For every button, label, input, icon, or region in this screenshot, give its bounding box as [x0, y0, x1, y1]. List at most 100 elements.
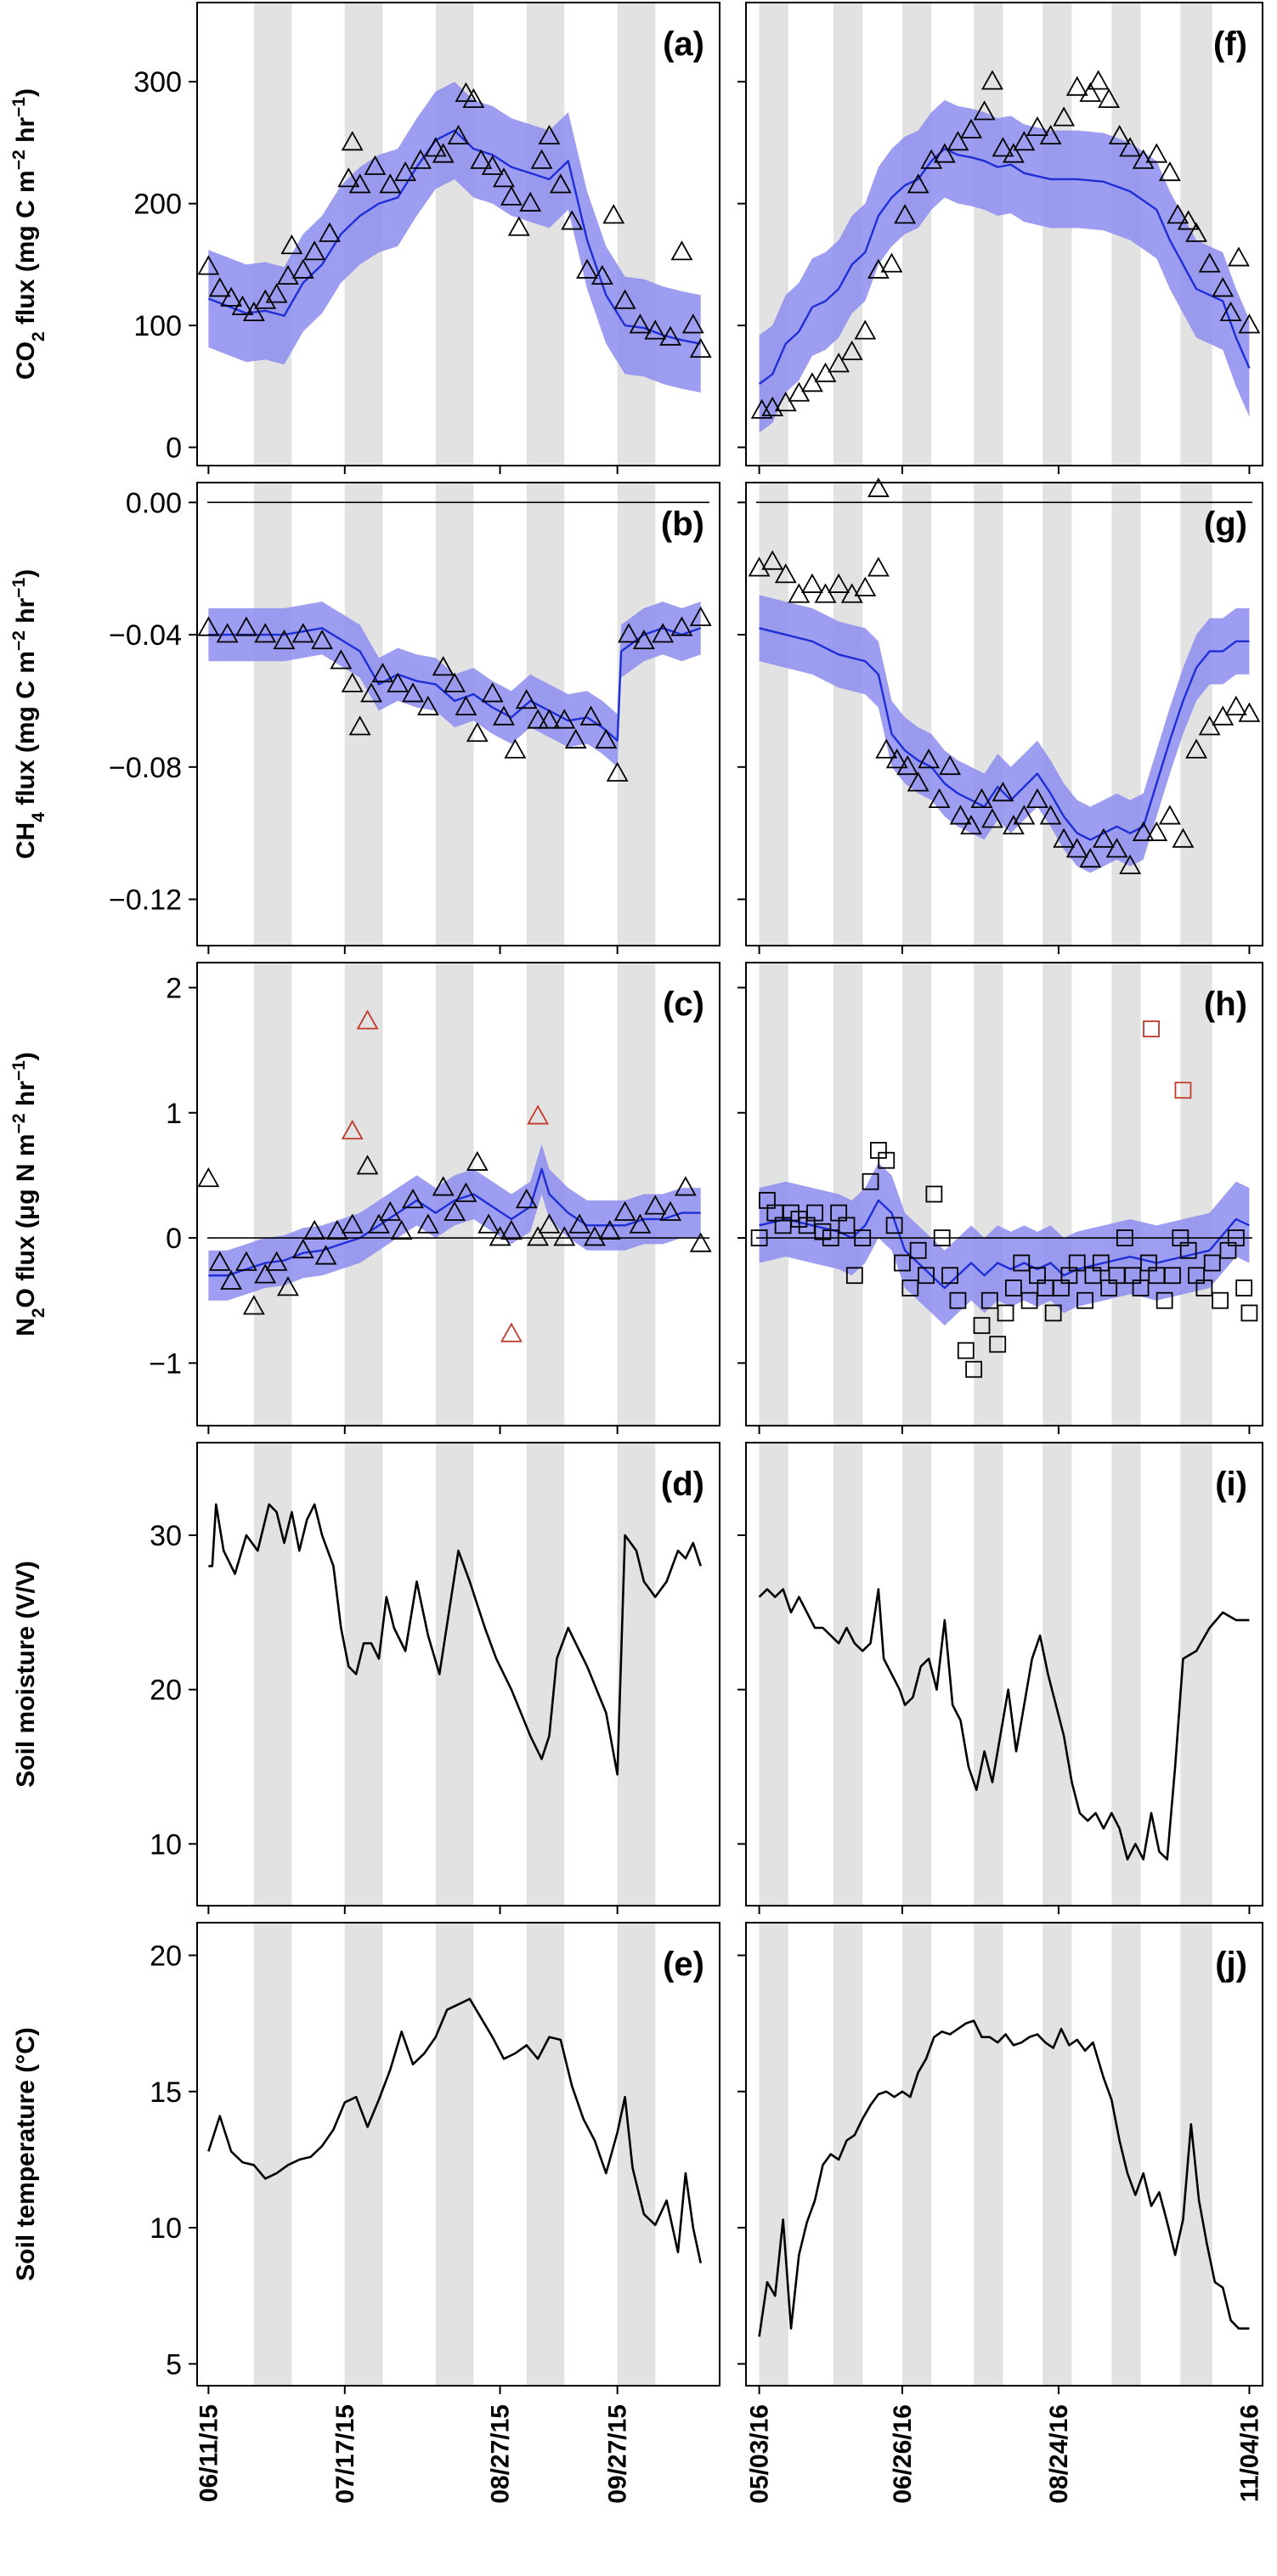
ylabel-part-2-5: −1	[9, 1060, 29, 1081]
ylabel-part-1-5: −1	[9, 578, 29, 598]
ytick-label-b-3: −0.12	[109, 884, 182, 917]
obs-point-h-32	[1005, 1280, 1022, 1296]
obs-point-b-16	[444, 672, 466, 692]
obs-point-g-34	[1145, 821, 1168, 841]
obs-point-a-19	[424, 137, 447, 157]
panel-frame-d	[196, 1442, 720, 1907]
obs-point-c-13	[356, 1155, 379, 1175]
ylabel-part-0-6: )	[12, 88, 40, 97]
obs-point-a-3	[231, 295, 254, 315]
obs-point-h-37	[1044, 1304, 1062, 1322]
obs-point-g-39	[1212, 705, 1235, 726]
ylabel-part-1-4: hr	[12, 597, 40, 630]
uncertainty-band-c	[208, 1144, 701, 1301]
obs-point-c-27	[527, 1226, 550, 1246]
ylabel-part-0-2: flux (mg C m	[12, 170, 40, 331]
shaded-period-h-6	[1180, 963, 1212, 1426]
obs-point-g-31	[1105, 838, 1128, 858]
obs-point-g-18	[949, 805, 972, 825]
obs-point-f-16	[960, 118, 982, 138]
shaded-period-i-6	[1180, 1443, 1212, 1906]
ylabel-row-2: N2O flux (μg N m−2 hr−1)	[9, 1052, 48, 1336]
shaded-period-d-0	[253, 1443, 292, 1906]
obs-point-a-0	[197, 255, 220, 275]
obs-point-b-3	[254, 623, 277, 643]
obs-point-a-42	[681, 314, 704, 334]
uncertainty-band-a	[208, 82, 701, 393]
ylabel-part-1-1: 4	[29, 812, 48, 822]
panel-label-i: (i)	[1215, 1466, 1247, 1503]
date-label-0-3: 09/27/15	[604, 2404, 632, 2504]
obs-point-f-2	[774, 392, 797, 412]
obs-point-c-6	[265, 1251, 288, 1271]
obs-point-h-56	[1195, 1280, 1213, 1296]
obs-point-f-24	[1053, 106, 1076, 127]
ylabel-part-3-0: Soil moisture (V/V)	[12, 1561, 40, 1788]
outlier-point-h-1	[1174, 1082, 1192, 1099]
shaded-period-j-4	[1043, 1923, 1072, 2386]
shaded-period-f-2	[901, 3, 932, 466]
shaded-period-i-0	[759, 1443, 788, 1906]
shaded-period-a-2	[435, 3, 474, 466]
obs-point-a-26	[493, 167, 515, 188]
obs-point-c-10	[314, 1245, 337, 1265]
obs-point-b-21	[504, 738, 527, 759]
obs-point-f-10	[880, 252, 903, 273]
date-label-0-0: 06/11/15	[195, 2404, 223, 2502]
obs-point-h-7	[806, 1204, 823, 1222]
shaded-period-b-0	[253, 483, 292, 946]
obs-point-a-15	[364, 155, 387, 175]
frame-layer	[189, 2, 1263, 2394]
shaded-period-g-3	[974, 483, 1003, 946]
obs-point-b-7	[330, 649, 353, 669]
obs-point-g-40	[1224, 695, 1247, 716]
panel-label-b: (b)	[661, 506, 704, 543]
obs-point-g-13	[896, 754, 919, 776]
obs-point-b-34	[689, 606, 712, 626]
obs-point-b-17	[455, 695, 477, 716]
obs-point-h-20	[909, 1241, 927, 1259]
obs-point-g-16	[928, 788, 951, 809]
shaded-period-g-1	[833, 483, 863, 946]
obs-point-f-4	[801, 372, 823, 393]
panel-label-h: (h)	[1204, 986, 1247, 1023]
obs-point-g-38	[1198, 715, 1221, 736]
obs-point-a-5	[254, 289, 277, 309]
obs-point-f-36	[1185, 222, 1207, 242]
obs-point-b-33	[670, 616, 693, 636]
obs-point-a-17	[394, 161, 417, 182]
obs-point-c-24	[489, 1226, 511, 1246]
obs-point-f-7	[840, 340, 863, 360]
ylabel-part-4-0: Soil temperature (°C)	[12, 2027, 40, 2281]
shaded-period-g-5	[1111, 483, 1141, 946]
outlier-point-c-1	[356, 1009, 379, 1030]
observation-layer	[197, 70, 1261, 1378]
panel-label-g: (g)	[1204, 506, 1247, 543]
obs-point-c-5	[254, 1263, 277, 1284]
shaded-period-c-1	[344, 963, 383, 1426]
obs-point-g-9	[867, 556, 890, 577]
series-line-j	[758, 2020, 1250, 2337]
obs-point-c-8	[291, 1238, 314, 1259]
obs-point-c-17	[402, 1189, 424, 1209]
shaded-period-d-4	[617, 1443, 656, 1906]
obs-point-c-4	[242, 1295, 265, 1315]
obs-point-f-12	[907, 173, 929, 194]
date-label-1-0: 05/03/16	[746, 2404, 774, 2504]
obs-point-c-38	[689, 1232, 712, 1252]
obs-point-b-18	[466, 722, 489, 743]
ytick-label-d-1: 20	[150, 1675, 182, 1707]
obs-point-a-18	[409, 149, 432, 169]
obs-point-a-36	[602, 204, 625, 224]
panel-frame-a	[196, 2, 720, 466]
date-label-0-2: 08/27/15	[487, 2404, 515, 2504]
obs-point-f-14	[933, 143, 956, 163]
obs-point-f-15	[946, 131, 969, 151]
obs-point-a-28	[507, 216, 530, 236]
obs-point-g-5	[814, 583, 837, 603]
panel-frame-b	[196, 482, 720, 946]
ylabel-part-0-1: 2	[29, 331, 48, 342]
date-label-1-2: 08/24/16	[1045, 2404, 1073, 2504]
obs-point-h-28	[973, 1317, 991, 1335]
obs-point-c-1	[208, 1251, 231, 1271]
